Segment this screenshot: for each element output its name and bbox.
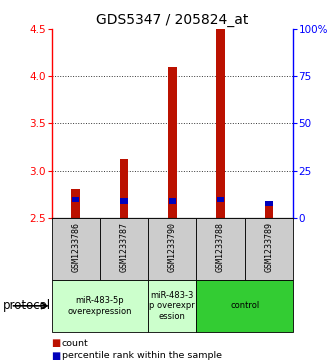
Bar: [245, 218, 293, 280]
Bar: [168, 67, 177, 218]
Text: control: control: [230, 301, 259, 310]
Text: miR-483-5p
overexpression: miR-483-5p overexpression: [68, 296, 132, 315]
Bar: [168, 199, 176, 204]
Bar: [100, 218, 148, 280]
Text: protocol: protocol: [3, 299, 52, 312]
Bar: [52, 218, 100, 280]
Bar: [120, 159, 129, 218]
Bar: [71, 189, 80, 218]
Bar: [216, 29, 225, 218]
Text: GSM1233790: GSM1233790: [168, 223, 177, 272]
Text: ■: ■: [52, 351, 61, 361]
Text: count: count: [62, 339, 88, 347]
Bar: [148, 218, 196, 280]
Bar: [196, 218, 245, 280]
Text: ■: ■: [52, 338, 61, 348]
Bar: [265, 201, 273, 207]
Title: GDS5347 / 205824_at: GDS5347 / 205824_at: [96, 13, 248, 26]
Text: GSM1233788: GSM1233788: [216, 223, 225, 272]
Bar: [120, 199, 128, 204]
Text: percentile rank within the sample: percentile rank within the sample: [62, 351, 221, 360]
Bar: [196, 280, 293, 332]
Text: GSM1233789: GSM1233789: [264, 223, 273, 272]
Bar: [52, 280, 148, 332]
Bar: [72, 196, 80, 202]
Bar: [148, 280, 196, 332]
Bar: [264, 204, 273, 218]
Bar: [217, 196, 224, 202]
Text: GSM1233786: GSM1233786: [71, 223, 80, 272]
Text: GSM1233787: GSM1233787: [120, 223, 129, 272]
Text: miR-483-3
p overexpr
ession: miR-483-3 p overexpr ession: [150, 291, 195, 321]
